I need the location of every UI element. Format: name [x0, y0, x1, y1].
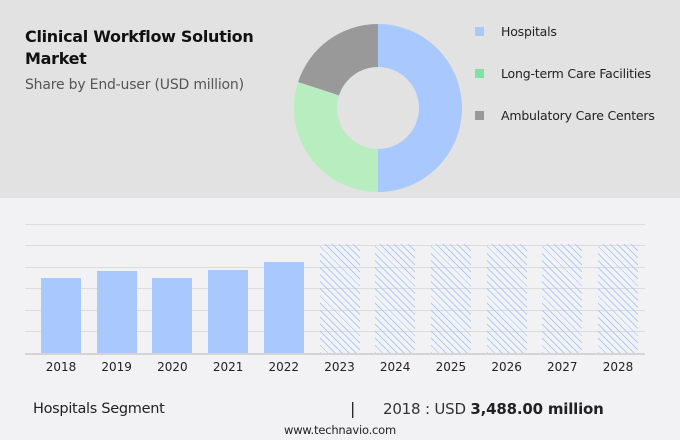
legend-swatch-icon	[475, 110, 484, 120]
bar-2020	[152, 278, 193, 353]
bar-2021	[208, 270, 249, 353]
legend-label: Ambulatory Care Centers	[501, 107, 655, 123]
segment-label: Hospitals Segment	[33, 401, 165, 417]
chart-subtitle: Share by End-user (USD million)	[25, 77, 244, 93]
x-axis	[25, 353, 645, 355]
separator: |	[350, 399, 356, 418]
bar-2025	[430, 244, 471, 353]
summary-panel: Clinical Workflow Solution Market Share …	[0, 0, 680, 198]
bar-2019	[96, 271, 137, 353]
value-prefix: 2018 : USD	[383, 400, 471, 418]
x-tick-label: 2023	[324, 360, 355, 374]
x-tick-label: 2024	[379, 360, 411, 374]
x-tick-label: 2020	[157, 360, 188, 374]
x-tick-label: 2028	[602, 360, 634, 374]
x-tick-label: 2027	[547, 360, 578, 374]
bar-2018	[41, 278, 81, 353]
x-tick-label: 2019	[101, 360, 132, 374]
donut-slice-hospitals	[378, 24, 462, 192]
bar-2027	[542, 244, 583, 353]
x-tick-label: 2018	[45, 360, 77, 374]
gridline	[25, 224, 645, 225]
bar-2026	[486, 244, 527, 353]
x-tick-label: 2021	[212, 360, 244, 374]
legend-label: Hospitals	[501, 23, 557, 39]
bar-2022	[263, 262, 304, 353]
donut-slice-ambulatory	[298, 24, 378, 96]
x-tick-label: 2025	[435, 360, 467, 374]
source-url: www.technavio.com	[284, 423, 396, 437]
legend-label: Long-term Care Facilities	[501, 65, 651, 81]
bar-2023	[319, 244, 360, 353]
bar-chart: 2018 2019 2020 2021 2022 2023 2024 2025 2026 2027…	[0, 198, 680, 378]
legend: Hospitals Long-term Care Facilities Ambu…	[475, 10, 655, 136]
x-tick-label: 2022	[268, 360, 300, 374]
value-amount: 3,488.00 million	[470, 400, 604, 418]
segment-value: 2018 : USD 3,488.00 million	[383, 400, 604, 418]
legend-item-long-term-care: Long-term Care Facilities	[475, 52, 655, 94]
bar-2024	[375, 244, 416, 353]
legend-swatch-icon	[475, 68, 484, 78]
legend-swatch-icon	[475, 26, 484, 36]
chart-title: Clinical Workflow Solution Market	[25, 27, 254, 68]
legend-item-hospitals: Hospitals	[475, 10, 655, 52]
x-tick-label: 2026	[491, 360, 522, 374]
legend-item-ambulatory: Ambulatory Care Centers	[475, 94, 655, 136]
donut-slice-long-term-care	[293, 82, 378, 192]
donut-chart	[293, 24, 462, 192]
bar-2028	[598, 244, 638, 353]
